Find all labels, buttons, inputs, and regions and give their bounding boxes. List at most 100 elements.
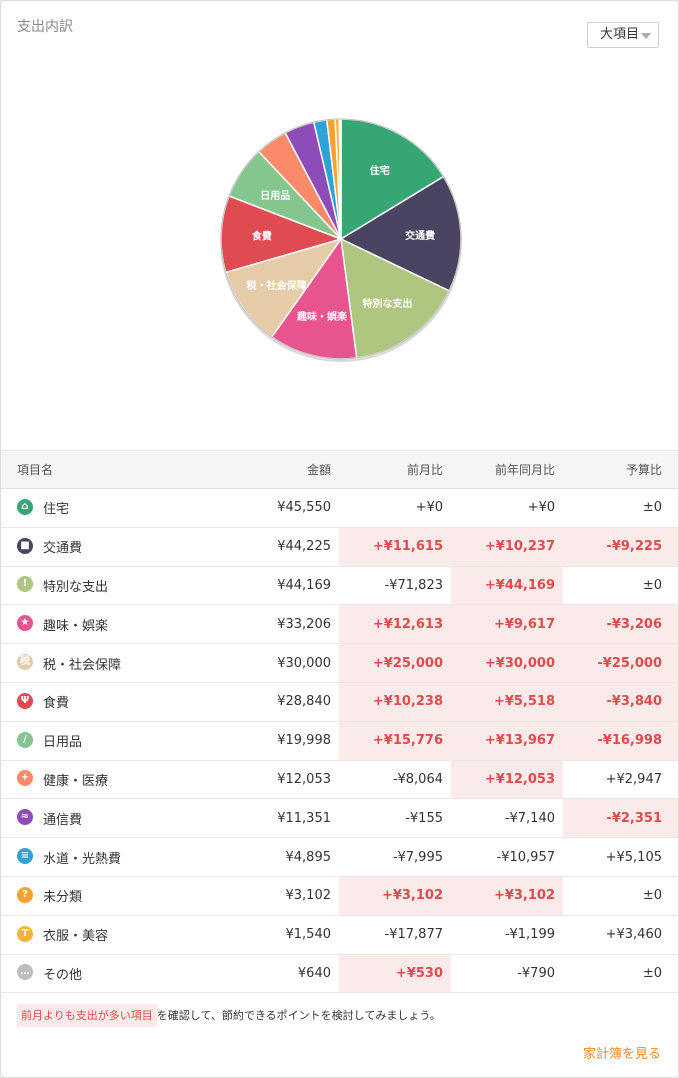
header-amount: 金額 bbox=[227, 450, 339, 489]
category-level-dropdown[interactable]: 大項目 bbox=[587, 22, 659, 48]
budget-cell: -¥2,351 bbox=[563, 798, 678, 839]
brush-icon: / bbox=[17, 731, 33, 748]
train-icon: ■ bbox=[17, 537, 33, 554]
category-name: 健康・医療 bbox=[43, 773, 109, 789]
category-cell: ⌂ 住宅 bbox=[1, 488, 227, 528]
category-cell: ■ 交通費 bbox=[1, 527, 227, 567]
hint-note: 前月よりも支出が多い項目 を確認して、節約できるポイントを検討してみましょう。 bbox=[17, 1004, 441, 1027]
category-cell: ★ 趣味・娯楽 bbox=[1, 604, 227, 645]
mom-cell: +¥10,238 bbox=[339, 682, 451, 722]
mom-cell: +¥15,776 bbox=[339, 721, 451, 761]
note-text: を確認して、節約できるポイントを検討してみましょう。 bbox=[156, 1009, 441, 1022]
table-row: ■ 交通費 ¥44,225 +¥11,615 +¥10,237 -¥9,225 bbox=[1, 527, 678, 567]
category-name: その他 bbox=[43, 967, 83, 983]
category-cell: ! 特別な支出 bbox=[1, 566, 227, 606]
mom-cell: -¥7,995 bbox=[339, 837, 451, 877]
amount-cell: ¥12,053 bbox=[227, 760, 339, 800]
yoy-cell: +¥44,169 bbox=[451, 566, 563, 606]
chevron-down-icon bbox=[641, 33, 651, 39]
category-name: 住宅 bbox=[43, 502, 70, 518]
yoy-cell: -¥790 bbox=[451, 954, 563, 994]
table-row: ? 未分類 ¥3,102 +¥3,102 +¥3,102 ±0 bbox=[1, 876, 678, 916]
pie-slice-label: 趣味・娯楽 bbox=[296, 310, 348, 323]
table-row: ≡ 水道・光熱費 ¥4,895 -¥7,995 -¥10,957 +¥5,105 bbox=[1, 837, 678, 877]
table-row: ! 特別な支出 ¥44,169 -¥71,823 +¥44,169 ±0 bbox=[1, 566, 678, 606]
table-row: 税税・社会保障 ¥30,000 +¥25,000 +¥30,000 -¥25,000 bbox=[1, 643, 678, 683]
pie-slice-label: 特別な支出 bbox=[363, 297, 413, 310]
category-cell: ≈ 通信費 bbox=[1, 798, 227, 839]
category-cell: ? 未分類 bbox=[1, 876, 227, 916]
budget-cell: ±0 bbox=[563, 954, 678, 994]
category-name: 衣服・美容 bbox=[43, 929, 109, 945]
amount-cell: ¥28,840 bbox=[227, 682, 339, 722]
antenna-icon: ≈ bbox=[17, 809, 33, 826]
pie-slice-label: 日用品 bbox=[260, 190, 290, 202]
table-row: … その他 ¥640 +¥530 -¥790 ±0 bbox=[1, 954, 678, 994]
amount-cell: ¥33,206 bbox=[227, 604, 339, 645]
faucet-icon: ≡ bbox=[17, 848, 33, 865]
category-name: 未分類 bbox=[43, 890, 83, 906]
mom-cell: +¥11,615 bbox=[339, 527, 451, 567]
yoy-cell: +¥13,967 bbox=[451, 721, 563, 761]
mom-cell: +¥0 bbox=[339, 488, 451, 528]
budget-cell: -¥25,000 bbox=[563, 643, 678, 683]
category-cell: 税税・社会保障 bbox=[1, 643, 227, 683]
view-household-book-link[interactable]: 家計簿を見る bbox=[582, 1047, 661, 1062]
table-row: / 日用品 ¥19,998 +¥15,776 +¥13,967 -¥16,998 bbox=[1, 721, 678, 761]
budget-cell: ±0 bbox=[563, 566, 678, 606]
pie-slice-label: 食費 bbox=[251, 230, 272, 243]
budget-cell: +¥3,460 bbox=[563, 915, 678, 955]
yoy-cell: +¥9,617 bbox=[451, 604, 563, 645]
breakdown-table: 項目名 金額 前月比 前年同月比 予算比 ⌂ 住宅 ¥45,550 +¥0 +¥0 ±0 ■… bbox=[1, 450, 678, 994]
budget-cell: +¥2,947 bbox=[563, 760, 678, 800]
home-icon: ⌂ bbox=[17, 498, 33, 515]
amount-cell: ¥45,550 bbox=[227, 488, 339, 528]
shirt-icon: T bbox=[17, 925, 33, 942]
category-cell: T 衣服・美容 bbox=[1, 915, 227, 955]
amount-cell: ¥11,351 bbox=[227, 798, 339, 839]
yoy-cell: +¥12,053 bbox=[451, 760, 563, 800]
star-icon: ★ bbox=[17, 615, 33, 632]
budget-cell: -¥3,840 bbox=[563, 682, 678, 722]
amount-cell: ¥44,169 bbox=[227, 566, 339, 606]
budget-cell: ±0 bbox=[563, 488, 678, 528]
mom-cell: -¥71,823 bbox=[339, 566, 451, 606]
mom-cell: +¥12,613 bbox=[339, 604, 451, 645]
yoy-cell: +¥0 bbox=[451, 488, 563, 528]
yoy-cell: -¥7,140 bbox=[451, 798, 563, 839]
pie-outline bbox=[220, 118, 462, 360]
fork-knife-icon: Ψ bbox=[17, 692, 33, 709]
header-budget: 予算比 bbox=[563, 450, 678, 489]
yoy-cell: -¥10,957 bbox=[451, 837, 563, 877]
mom-cell: +¥3,102 bbox=[339, 876, 451, 916]
ellipsis-icon: … bbox=[17, 964, 33, 981]
amount-cell: ¥640 bbox=[227, 954, 339, 994]
budget-cell: -¥16,998 bbox=[563, 721, 678, 761]
yoy-cell: +¥3,102 bbox=[451, 876, 563, 916]
pie-slice-label: 税・社会保障 bbox=[246, 279, 306, 292]
table-row: Ψ 食費 ¥28,840 +¥10,238 +¥5,518 -¥3,840 bbox=[1, 682, 678, 722]
tax-icon: 税 bbox=[17, 654, 33, 671]
table-header-row: 項目名 金額 前月比 前年同月比 予算比 bbox=[1, 450, 678, 489]
budget-cell: -¥3,206 bbox=[563, 604, 678, 645]
category-name: 特別な支出 bbox=[43, 579, 109, 595]
category-name: 税・社会保障 bbox=[43, 657, 122, 673]
pie-slice-label: 住宅 bbox=[370, 164, 390, 177]
table-row: ⌂ 住宅 ¥45,550 +¥0 +¥0 ±0 bbox=[1, 488, 678, 528]
category-name: 交通費 bbox=[43, 541, 83, 557]
card-title: 支出内訳 bbox=[17, 19, 73, 35]
category-name: 食費 bbox=[43, 696, 70, 712]
category-cell: … その他 bbox=[1, 954, 227, 994]
budget-cell: -¥9,225 bbox=[563, 527, 678, 567]
exclamation-icon: ! bbox=[17, 576, 33, 593]
category-name: 水道・光熱費 bbox=[43, 851, 122, 867]
medical-cross-icon: + bbox=[17, 770, 33, 787]
category-cell: + 健康・医療 bbox=[1, 760, 227, 800]
note-highlight: 前月よりも支出が多い項目 bbox=[17, 1004, 157, 1027]
category-name: 通信費 bbox=[43, 812, 83, 828]
yoy-cell: +¥10,237 bbox=[451, 527, 563, 567]
budget-cell: +¥5,105 bbox=[563, 837, 678, 877]
header-yoy: 前年同月比 bbox=[451, 450, 563, 489]
